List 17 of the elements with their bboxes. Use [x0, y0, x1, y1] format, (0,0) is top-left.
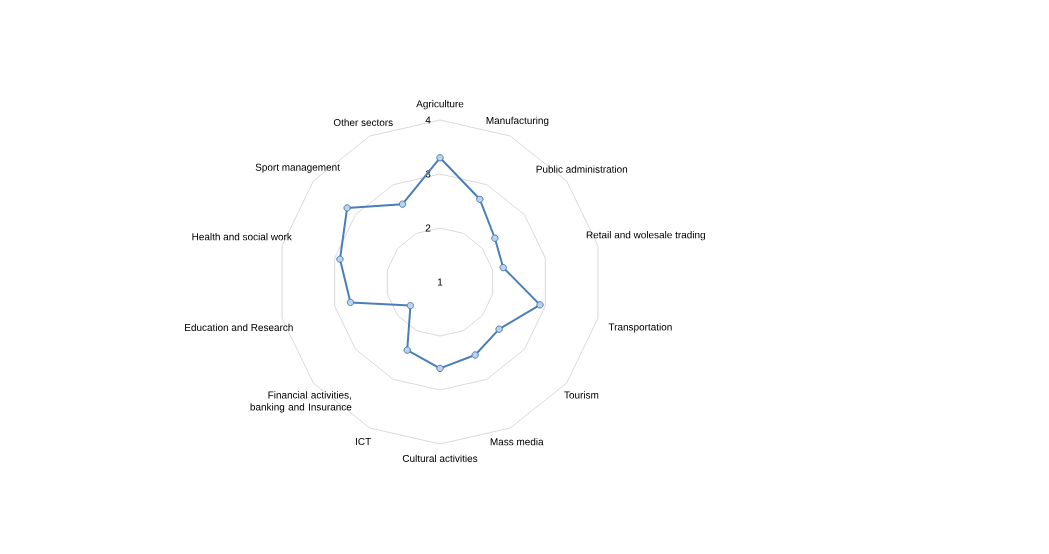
spoke-label: Tourism — [564, 391, 599, 399]
spoke-label: Health and social work — [192, 233, 292, 241]
spoke-label: Sport management — [255, 163, 340, 173]
spoke-label: Other sectors — [333, 118, 393, 127]
spoke-label: Transportation — [608, 323, 672, 333]
spoke-label: Retail and wolesale trading — [586, 231, 705, 241]
y-tick-label: 2 — [425, 224, 431, 232]
spoke-label: Agriculture — [416, 100, 464, 110]
y-tick-label: 1 — [438, 278, 443, 286]
spoke-label: Public administration — [536, 165, 628, 173]
y-tick-label: 4 — [425, 116, 431, 124]
spoke-label: Financial activities, banking and Insurance — [250, 391, 352, 413]
spoke-label: Education and Research — [185, 323, 293, 331]
spoke-label: ICT — [356, 437, 371, 446]
spoke-label: Cultural activities — [402, 454, 478, 462]
spoke-label: Mass media — [490, 437, 544, 446]
spoke-label: Manufacturing — [486, 116, 549, 127]
